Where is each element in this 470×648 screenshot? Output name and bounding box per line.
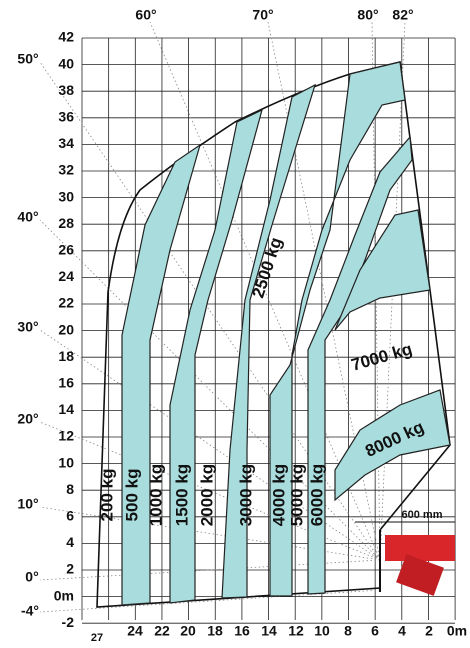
angle-label: 30° [17, 319, 38, 335]
angle-label: 70° [252, 7, 273, 23]
y-axis-label: -2 [62, 614, 75, 630]
angle-label: 60° [135, 7, 156, 23]
y-axis-label: 8 [66, 481, 74, 497]
y-axis-label: 30 [58, 188, 74, 204]
x-axis-label: 2 [425, 623, 433, 639]
angle-label: 80° [357, 7, 378, 23]
y-axis-label: 20 [58, 321, 74, 337]
y-axis-label: 0m [54, 587, 74, 603]
x-axis-label: 0m [447, 623, 467, 639]
x-axis-label: 6 [371, 623, 379, 639]
y-axis-label: 40 [58, 55, 74, 71]
y-axis-label: 18 [58, 348, 74, 364]
y-axis-label: 4 [66, 534, 74, 550]
angle-label: -4° [21, 603, 39, 619]
load-label: 200 kg [97, 469, 116, 522]
load-label: 1000 kg [146, 464, 165, 526]
x-axis-label: 4 [398, 623, 406, 639]
y-axis-label: 24 [58, 268, 74, 284]
y-axis-label: 32 [58, 162, 74, 178]
x-axis-label: 22 [154, 623, 170, 639]
angle-label: 20° [17, 411, 38, 427]
x-axis-label: 24 [127, 623, 143, 639]
y-axis-label: 38 [58, 82, 74, 98]
y-axis-label: 6 [66, 508, 74, 524]
y-axis-label: 36 [58, 109, 74, 125]
angle-label: 82° [392, 7, 413, 23]
angle-label: 0° [25, 569, 38, 585]
x-axis-label: 8 [344, 623, 352, 639]
y-axis-label: 26 [58, 242, 74, 258]
load-label: 4000 kg [269, 464, 288, 526]
y-axis-label: 34 [58, 135, 74, 151]
x-axis-label: 12 [288, 623, 304, 639]
angle-label: 40° [17, 209, 38, 225]
x-axis-label: 27 [91, 632, 103, 644]
angle-label: 50° [17, 51, 38, 67]
load-label: 1500 kg [172, 464, 191, 526]
y-axis-label: 2 [66, 561, 74, 577]
y-axis-label: 12 [58, 428, 74, 444]
y-axis-label: 16 [58, 375, 74, 391]
load-label: 5000 kg [287, 464, 306, 526]
x-axis-label: 10 [314, 623, 330, 639]
load-label: 500 kg [122, 469, 141, 522]
y-axis-label: 42 [58, 29, 74, 45]
x-axis-label: 18 [207, 623, 223, 639]
y-axis-label: 10 [58, 454, 74, 470]
y-axis-label: 22 [58, 295, 74, 311]
y-axis-label: 28 [58, 215, 74, 231]
load-label: 6000 kg [307, 464, 326, 526]
load-zones [121, 61, 451, 606]
angle-label: 10° [17, 496, 38, 512]
x-axis-label: 16 [234, 623, 250, 639]
y-axis-label: 14 [58, 401, 74, 417]
load-label: 2000 kg [197, 464, 216, 526]
load-label: 3000 kg [236, 464, 255, 526]
dimension-label: 600 mm [402, 509, 443, 521]
machine [355, 521, 455, 596]
x-axis-label: 20 [180, 623, 196, 639]
x-axis-label: 14 [261, 623, 277, 639]
